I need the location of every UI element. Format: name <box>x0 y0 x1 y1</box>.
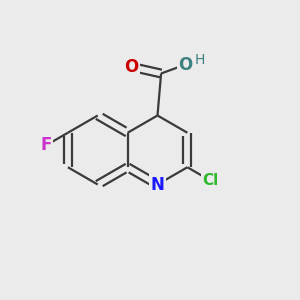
Text: H: H <box>195 53 205 67</box>
Text: F: F <box>40 136 52 154</box>
Text: N: N <box>151 176 164 194</box>
Text: O: O <box>124 58 139 76</box>
Text: Cl: Cl <box>202 173 219 188</box>
Text: O: O <box>178 56 193 74</box>
